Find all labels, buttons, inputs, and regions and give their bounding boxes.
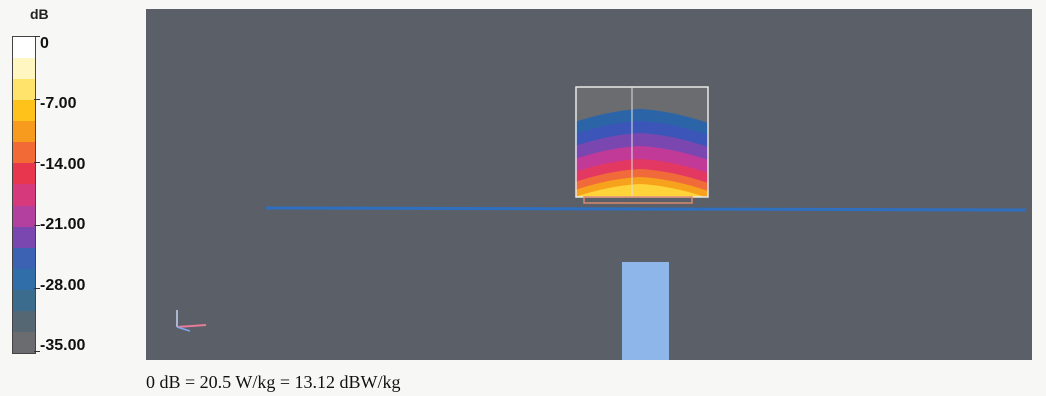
- color-band: [13, 58, 35, 80]
- legend-tick: [34, 162, 40, 163]
- legend-tick-label-3: -21.00: [40, 216, 86, 233]
- color-band: [13, 121, 35, 143]
- sar-contour-region: [576, 87, 708, 197]
- legend-tick-label-5: -35.00: [40, 337, 86, 354]
- legend-tick-label-1: -7.00: [40, 95, 77, 112]
- legend-tick: [34, 351, 40, 352]
- legend-tick-label-0: 0: [40, 35, 49, 52]
- color-band: [13, 331, 35, 353]
- device-base-outline: [583, 196, 693, 204]
- legend-tick: [34, 225, 40, 226]
- device-block: [622, 262, 669, 360]
- contour-band: [576, 184, 706, 197]
- color-band: [13, 289, 35, 311]
- color-band: [13, 310, 35, 332]
- sar-scene-svg: [176, 86, 1027, 360]
- legend-unit-label: dB: [30, 6, 49, 22]
- legend-tick: [34, 99, 40, 100]
- legend-tick-label-2: -14.00: [40, 156, 86, 173]
- legend-tick-label-4: -28.00: [40, 277, 86, 294]
- color-band: [13, 163, 35, 185]
- legend-tick: [34, 36, 40, 37]
- color-band: [13, 247, 35, 269]
- color-band: [13, 226, 35, 248]
- color-band: [13, 268, 35, 290]
- color-band: [13, 37, 35, 59]
- color-band: [13, 79, 35, 101]
- reference-caption: 0 dB = 20.5 W/kg = 13.12 dBW/kg: [146, 372, 401, 392]
- legend-tick: [34, 288, 40, 289]
- color-band: [13, 100, 35, 122]
- phantom-surface-line: [265, 206, 1027, 212]
- color-band: [13, 205, 35, 227]
- sar-3d-viewport[interactable]: [146, 9, 1032, 360]
- color-scale-bar: [12, 36, 36, 354]
- color-band: [13, 184, 35, 206]
- color-band: [13, 142, 35, 164]
- axis-indicator: [176, 310, 207, 332]
